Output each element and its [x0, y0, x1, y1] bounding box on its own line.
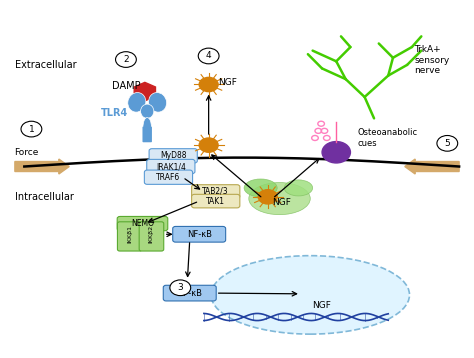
Text: 5: 5	[445, 139, 450, 148]
FancyBboxPatch shape	[145, 170, 192, 184]
Text: Extracellular: Extracellular	[15, 60, 76, 70]
Polygon shape	[134, 82, 155, 101]
Ellipse shape	[249, 183, 310, 215]
FancyBboxPatch shape	[147, 159, 195, 174]
Text: IKKβ2: IKKβ2	[148, 225, 154, 243]
Text: NF-κB: NF-κB	[177, 289, 202, 297]
Circle shape	[258, 190, 277, 204]
Ellipse shape	[284, 180, 313, 196]
Text: Force: Force	[15, 148, 39, 157]
Text: NGF: NGF	[313, 301, 331, 310]
FancyBboxPatch shape	[163, 285, 216, 301]
Text: TRAF6: TRAF6	[156, 173, 181, 182]
Text: TAK1: TAK1	[206, 197, 225, 205]
Text: 1: 1	[28, 125, 34, 134]
Text: 3: 3	[177, 283, 183, 292]
Ellipse shape	[148, 92, 167, 112]
Circle shape	[199, 77, 218, 92]
FancyBboxPatch shape	[191, 194, 240, 208]
FancyBboxPatch shape	[191, 185, 240, 198]
Text: NGF: NGF	[273, 198, 292, 207]
Text: DAMP: DAMP	[111, 81, 140, 91]
Text: Intracellular: Intracellular	[15, 192, 74, 202]
Text: TAB2/3: TAB2/3	[202, 187, 229, 196]
Text: IKKβ1: IKKβ1	[127, 225, 132, 243]
Circle shape	[322, 141, 350, 163]
Text: MyD88: MyD88	[160, 151, 186, 160]
Circle shape	[199, 138, 218, 152]
Text: Osteoanabolic
cues: Osteoanabolic cues	[357, 128, 418, 148]
FancyBboxPatch shape	[143, 127, 152, 142]
FancyArrow shape	[15, 159, 69, 174]
Ellipse shape	[141, 104, 154, 118]
Circle shape	[437, 135, 458, 151]
FancyBboxPatch shape	[117, 217, 168, 231]
FancyBboxPatch shape	[149, 149, 197, 163]
Ellipse shape	[143, 117, 152, 137]
Circle shape	[21, 121, 42, 137]
FancyArrow shape	[405, 159, 459, 174]
FancyBboxPatch shape	[118, 222, 142, 251]
Text: TrkA+
sensory
nerve: TrkA+ sensory nerve	[414, 45, 449, 75]
Ellipse shape	[211, 256, 410, 334]
Text: TLR4: TLR4	[100, 108, 128, 118]
Text: NGF: NGF	[218, 78, 237, 87]
Text: NEMO: NEMO	[131, 219, 154, 228]
Circle shape	[198, 48, 219, 64]
FancyBboxPatch shape	[173, 226, 226, 242]
Ellipse shape	[244, 179, 277, 197]
Circle shape	[116, 52, 137, 67]
Circle shape	[170, 280, 191, 296]
Ellipse shape	[128, 92, 146, 112]
FancyBboxPatch shape	[139, 222, 164, 251]
Text: 2: 2	[123, 55, 129, 64]
Text: NF-κB: NF-κB	[187, 230, 212, 239]
Text: IRAK1/4: IRAK1/4	[156, 162, 186, 171]
Text: 4: 4	[206, 52, 211, 61]
